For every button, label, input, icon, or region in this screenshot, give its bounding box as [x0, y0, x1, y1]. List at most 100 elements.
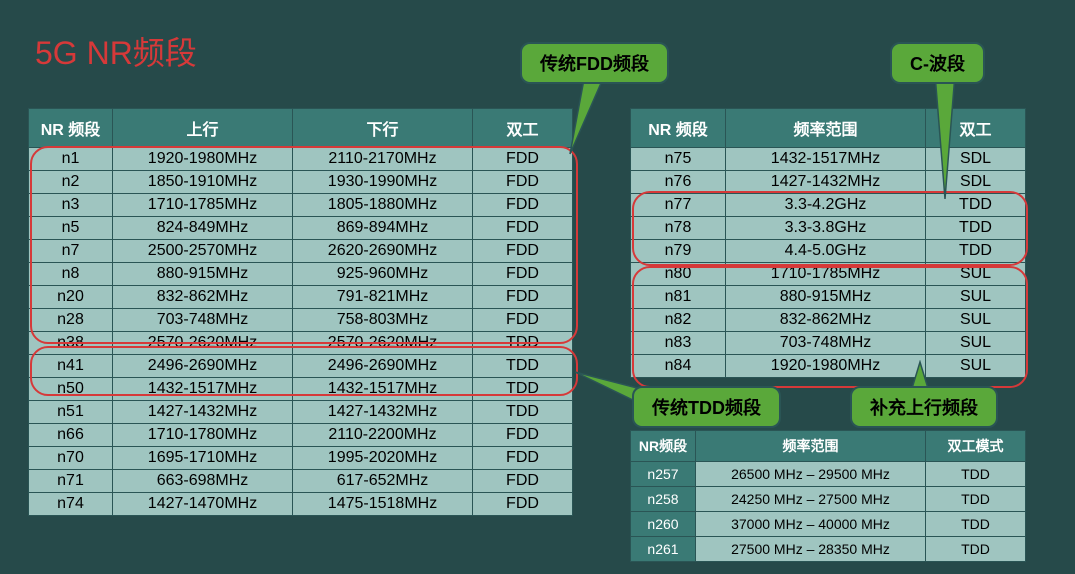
table-cell: 2496-2690MHz	[293, 355, 473, 378]
table-cell: 37000 MHz – 40000 MHz	[696, 512, 926, 537]
table-cell: FDD	[473, 240, 573, 263]
t2-h1: 频率范围	[726, 109, 926, 148]
t1-h2: 下行	[293, 109, 473, 148]
table-cell: 758-803MHz	[293, 309, 473, 332]
table-cell: 2620-2690MHz	[293, 240, 473, 263]
t2-h0: NR 频段	[631, 109, 726, 148]
table-row: n11920-1980MHz2110-2170MHzFDD	[29, 148, 573, 171]
sul-badge: 补充上行频段	[850, 386, 998, 428]
table-cell: n76	[631, 171, 726, 194]
table-cell: 869-894MHz	[293, 217, 473, 240]
table-cell: 703-748MHz	[726, 332, 926, 355]
table-row: n5824-849MHz869-894MHzFDD	[29, 217, 573, 240]
table-row: n773.3-4.2GHzTDD	[631, 194, 1026, 217]
table-cell: 2570-2620MHz	[293, 332, 473, 355]
table-cell: 1920-1980MHz	[113, 148, 293, 171]
table-cell: FDD	[473, 470, 573, 493]
table-cell: FDD	[473, 424, 573, 447]
table-cell: n82	[631, 309, 726, 332]
table-cell: 1710-1780MHz	[113, 424, 293, 447]
t1-h1: 上行	[113, 109, 293, 148]
table-cell: 24250 MHz – 27500 MHz	[696, 487, 926, 512]
table-row: n382570-2620MHz2570-2620MHzTDD	[29, 332, 573, 355]
table-cell: 1695-1710MHz	[113, 447, 293, 470]
table-cell: 2570-2620MHz	[113, 332, 293, 355]
table-cell: 703-748MHz	[113, 309, 293, 332]
table-cell: n257	[631, 462, 696, 487]
table-cell: n50	[29, 378, 113, 401]
table-cell: TDD	[926, 194, 1026, 217]
table-cell: 3.3-4.2GHz	[726, 194, 926, 217]
table-cell: FDD	[473, 447, 573, 470]
t2-h2: 双工	[926, 109, 1026, 148]
table-cell: FDD	[473, 148, 573, 171]
table-cell: n84	[631, 355, 726, 378]
table-cell: 1427-1432MHz	[293, 401, 473, 424]
cband-badge: C-波段	[890, 42, 985, 84]
table-cell: 2500-2570MHz	[113, 240, 293, 263]
table-cell: FDD	[473, 171, 573, 194]
t3-h1: 频率范围	[696, 431, 926, 462]
table-cell: n261	[631, 537, 696, 562]
table-row: n72500-2570MHz2620-2690MHzFDD	[29, 240, 573, 263]
table-row: n761427-1432MHzSDL	[631, 171, 1026, 194]
table-cell: SUL	[926, 355, 1026, 378]
table-cell: 925-960MHz	[293, 263, 473, 286]
table-cell: SUL	[926, 263, 1026, 286]
table-cell: SUL	[926, 286, 1026, 309]
table-cell: 824-849MHz	[113, 217, 293, 240]
table-cell: TDD	[473, 355, 573, 378]
table-cell: n20	[29, 286, 113, 309]
table-cell: n71	[29, 470, 113, 493]
table-cell: n83	[631, 332, 726, 355]
table-cell: TDD	[926, 487, 1026, 512]
table-row: n501432-1517MHz1432-1517MHzTDD	[29, 378, 573, 401]
table-cell: 1805-1880MHz	[293, 194, 473, 217]
table-row: n71663-698MHz617-652MHzFDD	[29, 470, 573, 493]
t1-h0: NR 频段	[29, 109, 113, 148]
table-row: n412496-2690MHz2496-2690MHzTDD	[29, 355, 573, 378]
table-cell: 832-862MHz	[726, 309, 926, 332]
page-title: 5G NR频段	[35, 28, 197, 74]
table-cell: FDD	[473, 194, 573, 217]
table-row: n26127500 MHz – 28350 MHzTDD	[631, 537, 1026, 562]
table-cell: 1432-1517MHz	[113, 378, 293, 401]
fdd-badge: 传统FDD频段	[520, 42, 669, 84]
table-cell: SDL	[926, 171, 1026, 194]
table-cell: n3	[29, 194, 113, 217]
table-cell: TDD	[926, 537, 1026, 562]
table-cell: 1432-1517MHz	[293, 378, 473, 401]
table-cell: n41	[29, 355, 113, 378]
table-cell: 617-652MHz	[293, 470, 473, 493]
table-cell: FDD	[473, 309, 573, 332]
table-cell: TDD	[926, 462, 1026, 487]
table-cell: FDD	[473, 286, 573, 309]
table-cell: n1	[29, 148, 113, 171]
table-row: n511427-1432MHz1427-1432MHzTDD	[29, 401, 573, 424]
table-cell: n258	[631, 487, 696, 512]
t1-h3: 双工	[473, 109, 573, 148]
table-row: n26037000 MHz – 40000 MHzTDD	[631, 512, 1026, 537]
table-row: n751432-1517MHzSDL	[631, 148, 1026, 171]
table-cell: TDD	[473, 401, 573, 424]
table-cell: FDD	[473, 263, 573, 286]
table-row: n841920-1980MHzSUL	[631, 355, 1026, 378]
table-cell: n78	[631, 217, 726, 240]
table-cell: n7	[29, 240, 113, 263]
tdd-badge: 传统TDD频段	[632, 386, 781, 428]
table-cell: 1710-1785MHz	[113, 194, 293, 217]
table-cell: SUL	[926, 332, 1026, 355]
table-row: n701695-1710MHz1995-2020MHzFDD	[29, 447, 573, 470]
table-row: n28703-748MHz758-803MHzFDD	[29, 309, 573, 332]
table-cell: FDD	[473, 217, 573, 240]
table-row: n801710-1785MHzSUL	[631, 263, 1026, 286]
table-cell: 663-698MHz	[113, 470, 293, 493]
table-cell: FDD	[473, 493, 573, 516]
table-cell: n77	[631, 194, 726, 217]
table-cell: n75	[631, 148, 726, 171]
table-cell: 2496-2690MHz	[113, 355, 293, 378]
table-row: n25726500 MHz – 29500 MHzTDD	[631, 462, 1026, 487]
table-row: n783.3-3.8GHzTDD	[631, 217, 1026, 240]
table-cell: 1930-1990MHz	[293, 171, 473, 194]
table-cell: 4.4-5.0GHz	[726, 240, 926, 263]
